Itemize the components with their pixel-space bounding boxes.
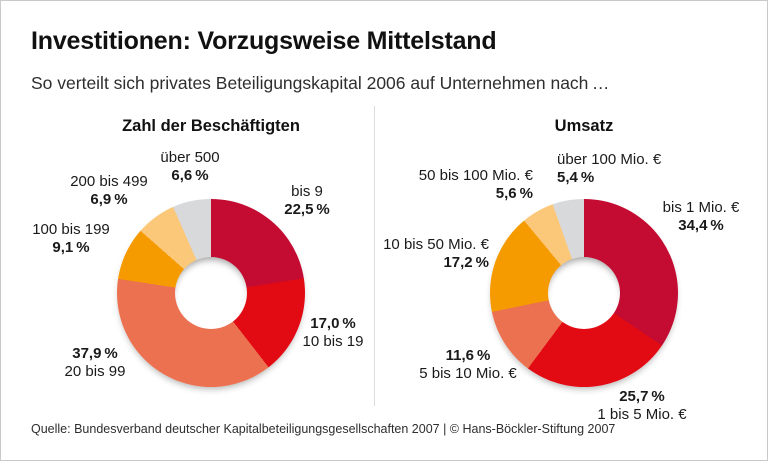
segment-label-10-bis-50-mio: 10 bis 50 Mio. € 17,2 % [383, 236, 489, 272]
page-subtitle: So verteilt sich privates Beteiligungska… [31, 73, 610, 93]
segment-value: 11,6 % [445, 347, 491, 364]
chart-panel-employees: Zahl der Beschäftigten über 500 6,6 % 20… [19, 109, 374, 411]
segment-value: 22,5 % [284, 201, 330, 218]
segment-label-ueber-500: über 500 6,6 % [160, 149, 219, 185]
segment-label-200-bis-499: 200 bis 499 6,9 % [70, 173, 148, 209]
segment-label-bis-9: bis 9 22,5 % [284, 183, 330, 219]
segment-value: 5,6 % [495, 185, 533, 202]
segment-name: 20 bis 99 [64, 363, 126, 380]
segment-label-10-bis-19: 17,0 % 10 bis 19 [303, 315, 364, 351]
segment-name: 10 bis 50 Mio. € [383, 236, 489, 253]
chart-title-employees: Zahl der Beschäftigten [122, 117, 300, 135]
segment-label-100-bis-199: 100 bis 199 9,1 % [32, 221, 110, 257]
panel-divider [374, 106, 375, 406]
segment-name: über 500 [160, 149, 220, 166]
donut-hole [548, 257, 620, 329]
page-title: Investitionen: Vorzugsweise Mittelstand [31, 27, 497, 55]
segment-value: 17,2 % [443, 254, 489, 271]
source-line: Quelle: Bundesverband deutscher Kapitalb… [31, 422, 616, 436]
segment-name: 50 bis 100 Mio. € [418, 167, 533, 184]
segment-label-20-bis-99: 37,9 % 20 bis 99 [65, 345, 126, 381]
segment-name: bis 9 [291, 183, 323, 200]
segment-name: 1 bis 5 Mio. € [597, 406, 687, 423]
segment-label-bis-1-mio: bis 1 Mio. € 34,4 % [663, 199, 740, 235]
segment-name: bis 1 Mio. € [662, 199, 740, 216]
segment-label-ueber-100-mio: über 100 Mio. € 5,4 % [557, 151, 661, 187]
segment-value: 9,1 % [52, 239, 90, 256]
segment-value: 37,9 % [72, 345, 118, 362]
segment-value: 17,0 % [310, 315, 356, 332]
segment-value: 34,4 % [678, 217, 724, 234]
segment-value: 6,6 % [171, 167, 209, 184]
segment-name: 10 bis 19 [302, 333, 364, 350]
segment-label-5-bis-10-mio: 11,6 % 5 bis 10 Mio. € [419, 347, 517, 383]
segment-name: über 100 Mio. € [557, 151, 662, 168]
segment-name: 100 bis 199 [32, 221, 110, 238]
segment-label-1-bis-5-mio: 25,7 % 1 bis 5 Mio. € [597, 388, 686, 424]
segment-value: 5,4 % [557, 169, 595, 186]
chart-panel-revenue: Umsatz über 100 Mio. € 5,4 % 50 bis 100 … [374, 109, 751, 423]
donut-hole [175, 257, 247, 329]
chart-title-revenue: Umsatz [554, 117, 614, 135]
segment-label-50-bis-100-mio: 50 bis 100 Mio. € 5,6 % [419, 167, 533, 203]
segment-name: 5 bis 10 Mio. € [419, 365, 517, 382]
segment-value: 6,9 % [90, 191, 128, 208]
segment-value: 25,7 % [619, 388, 665, 405]
donut-chart-revenue [490, 199, 678, 387]
donut-chart-employees [117, 199, 305, 387]
segment-name: 200 bis 499 [70, 173, 148, 190]
